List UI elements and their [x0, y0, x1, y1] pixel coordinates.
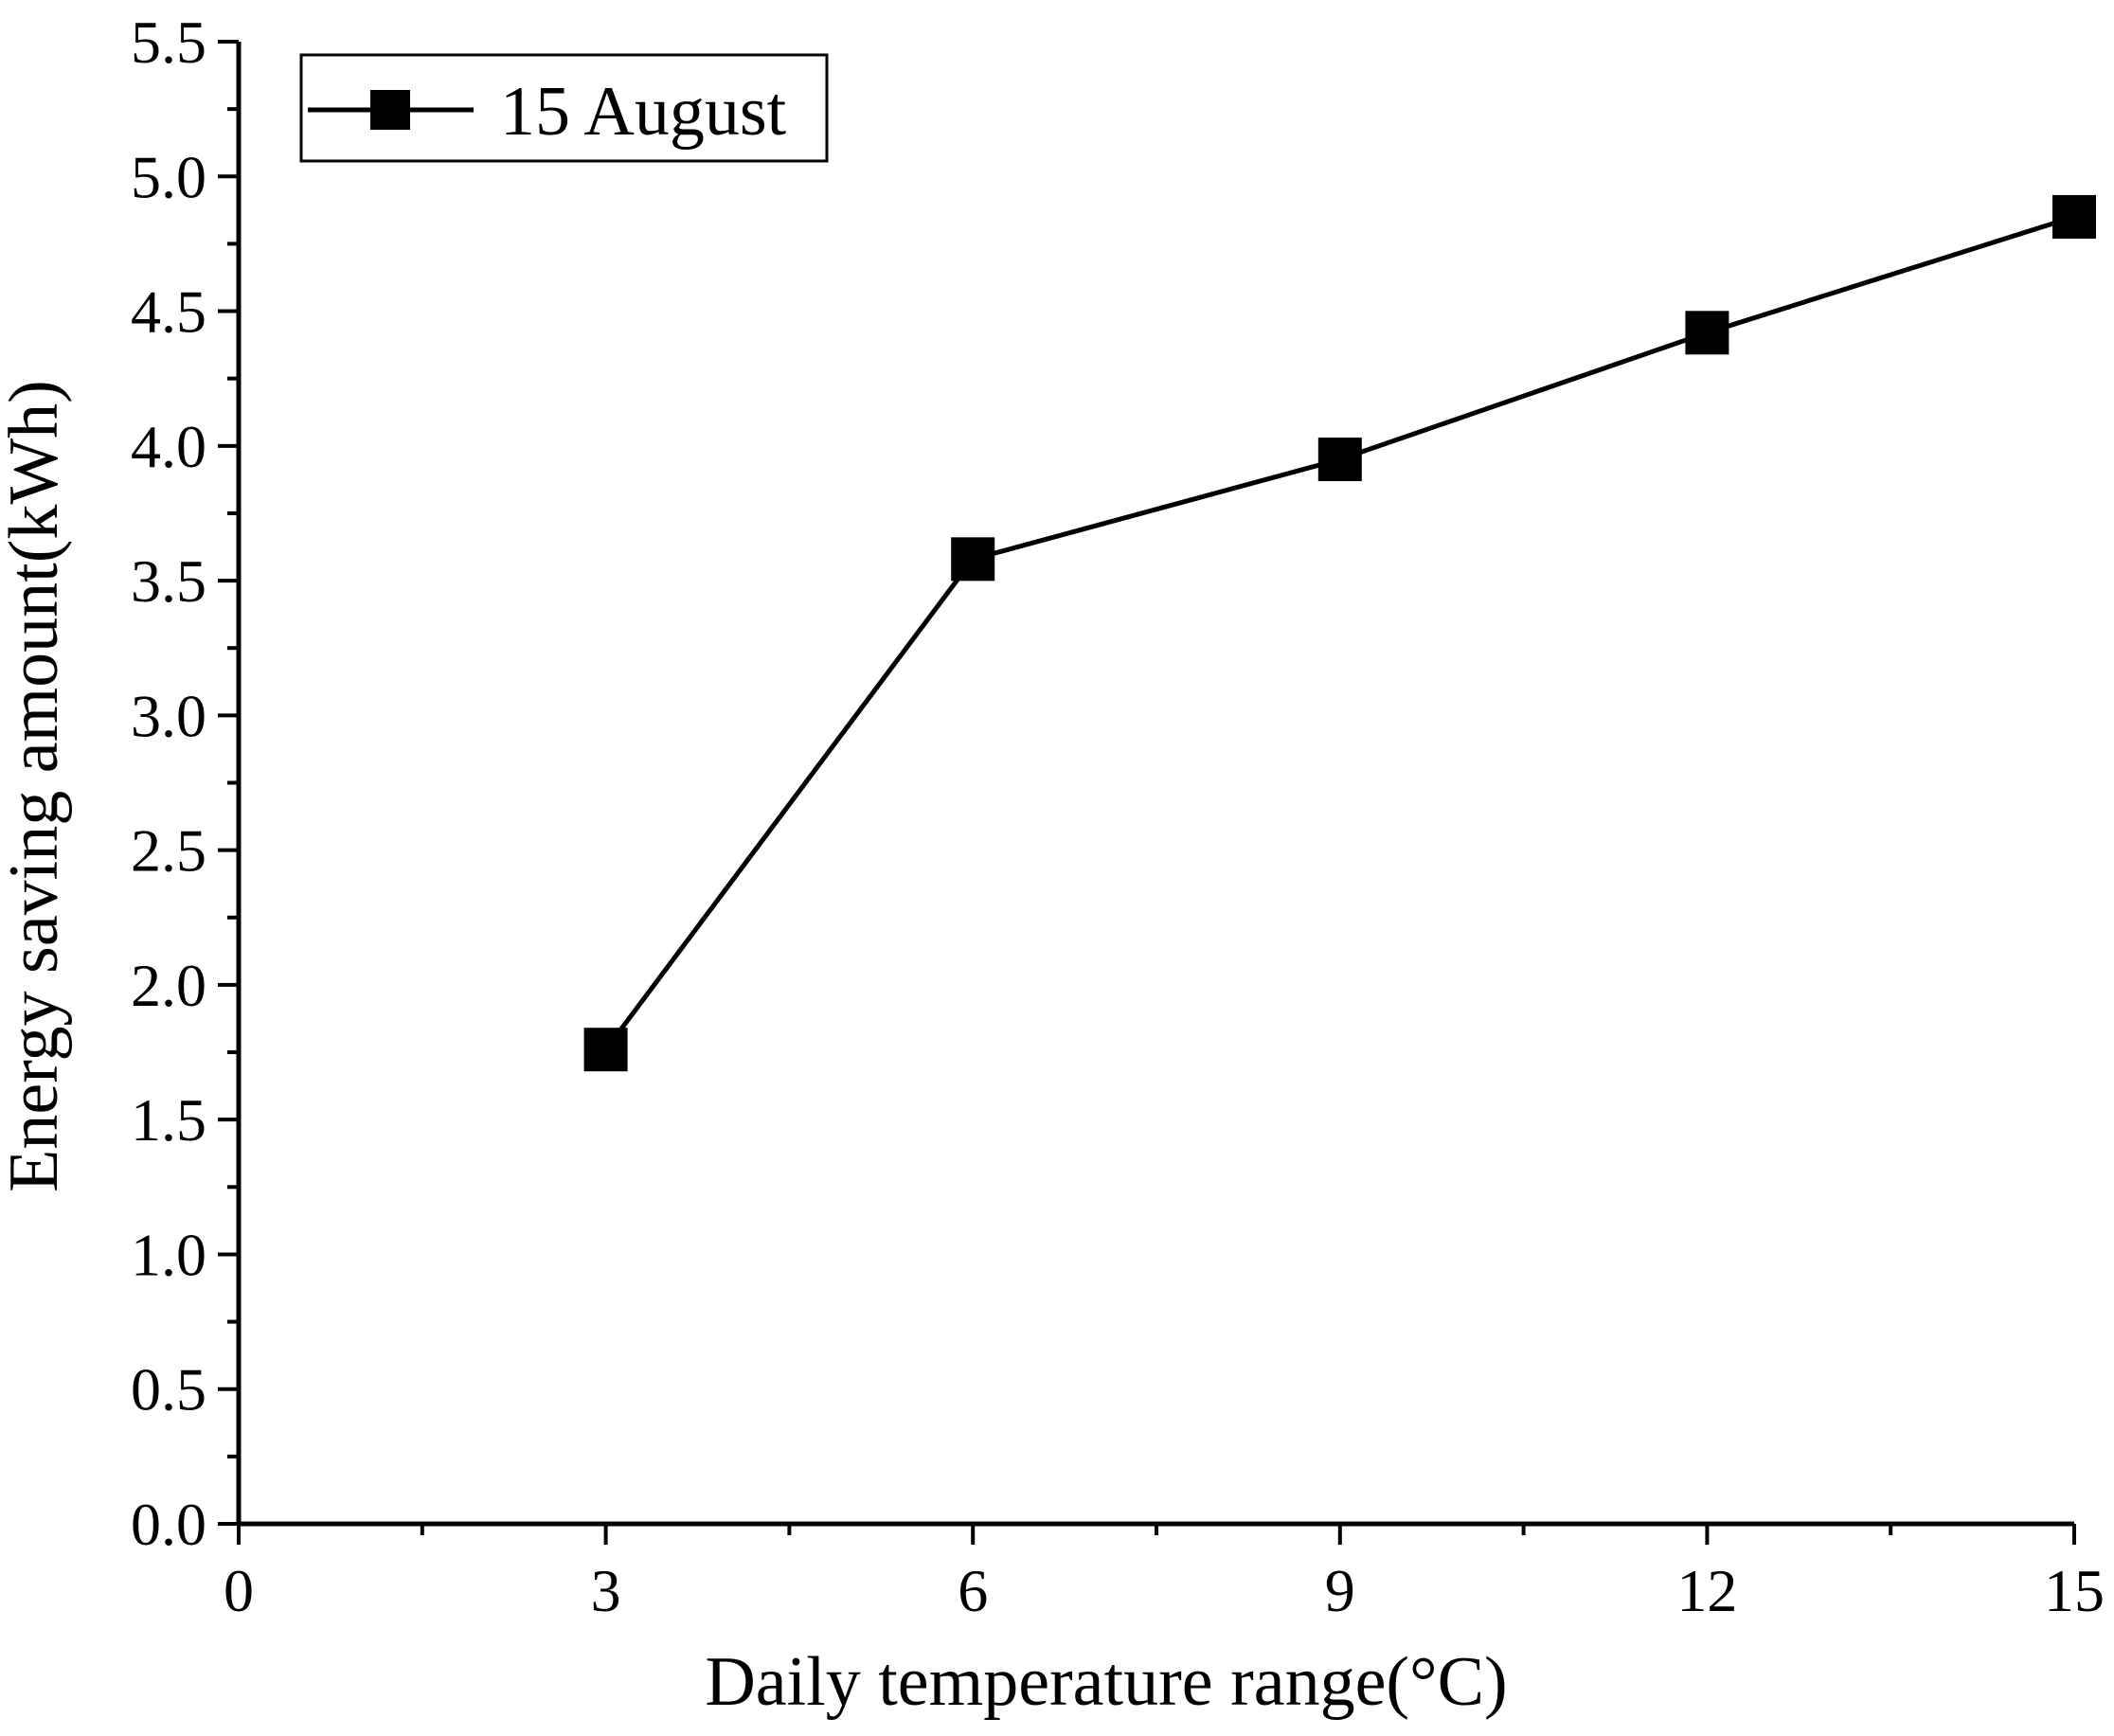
y-tick-label: 1.0: [131, 1221, 206, 1288]
y-tick-label: 4.5: [131, 278, 206, 346]
y-tick-label: 0.0: [131, 1491, 206, 1558]
data-point: [1685, 311, 1729, 355]
y-axis-label: Energy saving amount(kWh): [0, 380, 73, 1192]
x-tick-label: 12: [1676, 1557, 1737, 1624]
y-tick-label: 2.0: [131, 952, 206, 1019]
y-tick-label: 0.5: [131, 1356, 206, 1423]
y-tick-label: 3.5: [131, 547, 206, 615]
y-tick-label: 1.5: [131, 1086, 206, 1154]
x-tick-label: 15: [2044, 1557, 2105, 1624]
series-line: [603, 214, 2075, 1051]
series-layer: [583, 194, 2096, 1072]
data-point: [951, 537, 995, 582]
tick-labels: 0 3 6 9 12 15 0.0 0.5 1.0 1.5 2.0 2.5 3.0 3.5 4.0 4.5 5.…: [131, 9, 2105, 1624]
x-tick-label: 6: [958, 1557, 988, 1624]
x-tick-label: 0: [224, 1557, 254, 1624]
x-tick-label: 9: [1325, 1557, 1355, 1624]
y-tick-label: 5.0: [131, 143, 206, 210]
legend: 15 August: [299, 53, 829, 163]
y-tick-label: 5.5: [131, 9, 206, 76]
x-axis-label: Daily temperature range(°C): [705, 1643, 1507, 1721]
y-tick-label: 2.5: [131, 817, 206, 885]
legend-label: 15 August: [500, 73, 787, 151]
data-point: [1317, 438, 1362, 482]
data-point: [2052, 194, 2096, 239]
axes: [236, 42, 2074, 1527]
x-tick-label: 3: [591, 1557, 621, 1624]
y-tick-label: 3.0: [131, 682, 206, 749]
y-tick-label: 4.0: [131, 413, 206, 480]
tick-marks: [218, 40, 2076, 1545]
data-point: [583, 1028, 628, 1072]
legend-marker: [370, 90, 410, 130]
